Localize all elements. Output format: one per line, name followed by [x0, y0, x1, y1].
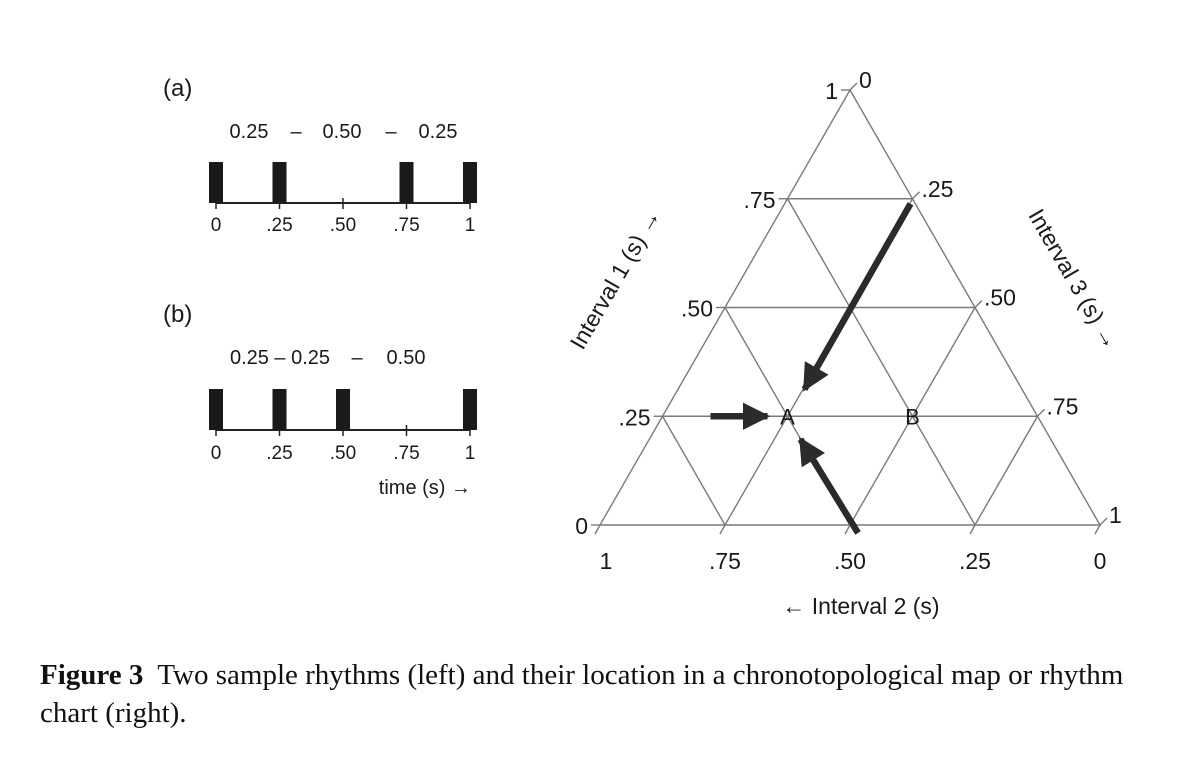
timeline-tick-label: .25	[266, 215, 292, 236]
bottom-axis-tick-label: 1	[600, 548, 613, 574]
caption-label: Figure 3	[40, 659, 144, 691]
bottom-axis-tick-label: .25	[959, 548, 991, 574]
arrow-from-interval-2	[797, 436, 861, 535]
bottom-axis-tick	[594, 524, 601, 535]
rhythm-point-a: A	[780, 404, 795, 429]
panel-a-label: (a)	[163, 75, 192, 102]
interval-2-axis-label: ← Interval 2 (s)	[782, 593, 939, 619]
left-axis-tick-label: .75	[744, 187, 776, 213]
timeline-tick-label: 1	[465, 443, 476, 464]
panel-a-separator-2: –	[385, 121, 397, 143]
panel-b-time-axis-label: time (s) →	[379, 477, 471, 499]
right-axis-tick	[849, 82, 858, 91]
panel-b-duration-1: 0.25 – 0.25	[230, 347, 330, 369]
gridline-interval-2	[786, 198, 976, 526]
bottom-axis-tick	[844, 524, 851, 535]
onset-bar	[399, 162, 414, 203]
gridline-interval-2	[661, 415, 726, 526]
panel-a-duration-2: 0.50	[323, 121, 362, 143]
panel-a-timeline: 0 .25 .50 .75 1	[209, 162, 477, 236]
left-axis-tick-label: 1	[825, 78, 838, 104]
panel-b-duration-2: 0.50	[387, 347, 426, 369]
onset-bar	[272, 162, 287, 203]
onset-bar	[209, 162, 223, 203]
right-axis-tick	[1037, 408, 1045, 417]
gridline-interval-3	[974, 415, 1039, 526]
right-axis-tick	[1099, 517, 1108, 526]
timeline-tick-label: .25	[266, 443, 292, 464]
timeline-tick-label: 0	[211, 443, 222, 464]
timeline-tick-label: 1	[465, 215, 476, 236]
right-axis-tick-label: 1	[1109, 502, 1122, 528]
ternary-arrows	[710, 202, 914, 535]
bottom-axis-tick	[969, 524, 976, 535]
rhythm-point-b: B	[905, 404, 920, 429]
onset-bar	[463, 389, 477, 430]
arrow-from-interval-3	[801, 202, 914, 392]
bottom-axis-tick	[1094, 524, 1101, 535]
right-axis-tick-label: .25	[922, 176, 954, 202]
rhythm-panel-a: (a) 0.25 – 0.50 – 0.25 0.25.50.75 1	[163, 75, 477, 236]
left-axis-tick-label: 0	[575, 513, 588, 539]
left-axis-tick-label: .50	[681, 296, 713, 322]
right-axis-tick-label: .50	[984, 285, 1016, 311]
bottom-axis-tick	[719, 524, 726, 535]
right-axis-tick	[912, 191, 920, 200]
timeline-tick-label: .50	[330, 443, 356, 464]
panel-a-separator-1: –	[290, 121, 302, 143]
timeline-tick-label: .75	[393, 443, 419, 464]
panel-b-separator-1: –	[351, 347, 363, 369]
interval-1-axis-label: Interval 1 (s) →	[565, 204, 666, 353]
onset-bar	[209, 389, 223, 430]
timeline-tick-label: .75	[393, 215, 419, 236]
interval-3-axis-label: Interval 3 (s) →	[1023, 204, 1124, 353]
bottom-axis-tick-label: .75	[709, 548, 741, 574]
timeline-tick-label: 0	[211, 215, 222, 236]
panel-a-duration-1: 0.25	[230, 121, 269, 143]
panel-b-label: (b)	[163, 301, 192, 328]
figure-caption: Figure 3 Two sample rhythms (left) and t…	[40, 656, 1160, 732]
bottom-axis-tick-label: .50	[834, 548, 866, 574]
onset-bar	[463, 162, 477, 203]
bottom-axis-tick-label: 0	[1094, 548, 1107, 574]
panel-a-duration-3: 0.25	[419, 121, 458, 143]
right-axis-tick-label: .75	[1047, 393, 1079, 419]
left-axis-tick-label: .25	[619, 404, 651, 430]
caption-text: Two sample rhythms (left) and their loca…	[40, 659, 1124, 729]
rhythm-panel-b: (b) 0.25 – 0.25 – 0.50 0 .25 .50 .75 1 time …	[163, 301, 477, 499]
onset-bar	[336, 389, 350, 430]
panel-b-timeline: 0 .25 .50 .75 1	[209, 389, 477, 464]
onset-bar	[272, 389, 287, 430]
right-axis-tick	[974, 300, 983, 308]
timeline-tick-label: .50	[330, 215, 356, 236]
right-axis-tick-label: 0	[859, 67, 872, 93]
